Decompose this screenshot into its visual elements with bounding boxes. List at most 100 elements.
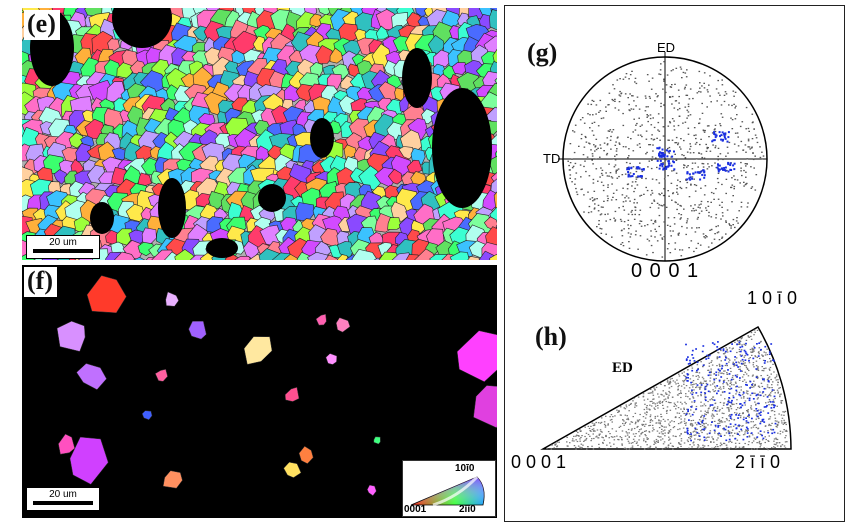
ipf-point xyxy=(691,446,693,448)
ipf-point xyxy=(668,402,671,404)
ipf-point xyxy=(631,447,634,449)
ipf-point-highlight xyxy=(698,423,701,425)
ipf-point xyxy=(643,408,646,411)
ipf-point xyxy=(707,424,709,426)
pole-point-highlight xyxy=(658,167,661,170)
pole-point-highlight xyxy=(715,134,718,137)
ipf-point xyxy=(773,401,775,403)
pole-point xyxy=(633,118,635,120)
ipf-point xyxy=(733,419,735,421)
ipf-point-highlight xyxy=(713,343,716,346)
ipf-point xyxy=(661,401,664,403)
pole-point xyxy=(695,184,698,187)
ipf-point xyxy=(731,403,733,406)
ipf-point xyxy=(713,415,715,417)
inverse-pole-figure-h: ED xyxy=(540,325,792,451)
ipf-point xyxy=(772,363,774,365)
ipf-point xyxy=(699,387,701,389)
pole-point xyxy=(689,145,692,148)
ipf-point xyxy=(724,352,726,354)
ipf-point xyxy=(584,426,586,428)
ipf-point xyxy=(777,422,780,424)
pole-point xyxy=(649,144,652,146)
pole-point xyxy=(705,150,708,152)
ipf-point xyxy=(610,436,613,438)
ipf-point xyxy=(613,443,615,445)
ipf-point xyxy=(767,401,770,403)
ipf-point-highlight xyxy=(745,383,747,386)
pole-point xyxy=(579,119,582,121)
pole-point xyxy=(613,88,616,90)
ipf-point xyxy=(661,433,664,435)
pole-point xyxy=(569,174,572,176)
pole-point xyxy=(655,230,658,233)
grain xyxy=(315,313,327,326)
pole-point xyxy=(688,98,691,100)
ipf-point xyxy=(701,376,704,378)
pole-point xyxy=(585,141,588,143)
pole-point-highlight xyxy=(699,178,702,181)
pole-point xyxy=(732,195,734,197)
pole-point xyxy=(685,178,687,180)
pole-point xyxy=(698,122,701,124)
pole-point xyxy=(662,88,664,90)
ipf-point xyxy=(742,363,745,365)
pole-point xyxy=(659,69,662,71)
ipf-point xyxy=(692,431,695,433)
pole-point xyxy=(736,217,738,219)
pole-point xyxy=(650,88,653,90)
ipf-point xyxy=(617,411,619,413)
ipf-point xyxy=(709,380,711,382)
ipf-point xyxy=(579,438,581,440)
ipf-point xyxy=(628,436,630,438)
ipf-point xyxy=(735,403,738,405)
pole-point xyxy=(610,135,612,138)
ipf-point xyxy=(765,402,767,404)
ipf-point-highlight xyxy=(691,393,694,396)
ipf-point xyxy=(691,367,694,369)
ipf-point xyxy=(663,441,666,443)
ipf-point xyxy=(596,429,599,431)
pole-point xyxy=(737,136,739,138)
ipf-point xyxy=(579,440,581,442)
ipf-point xyxy=(589,435,591,437)
pole-point xyxy=(706,236,708,238)
pole-point xyxy=(695,141,698,144)
pole-point xyxy=(709,95,711,97)
ipf-point xyxy=(638,435,641,437)
pole-point xyxy=(650,167,653,170)
pole-point xyxy=(745,128,747,130)
ipf-point-highlight xyxy=(720,376,723,378)
ipf-point xyxy=(651,400,653,402)
ipf-point xyxy=(738,425,740,428)
ipf-point xyxy=(742,380,744,382)
ipf-point xyxy=(720,349,722,352)
pole-point xyxy=(740,161,742,164)
pole-point xyxy=(669,96,671,98)
ipf-point xyxy=(728,409,730,411)
pole-point-highlight xyxy=(671,155,674,158)
ipf-point-highlight xyxy=(768,351,771,353)
pole-point xyxy=(761,151,763,153)
ipf-point xyxy=(766,374,769,376)
pole-point-highlight xyxy=(670,164,673,167)
grain xyxy=(329,47,344,64)
ipf-point xyxy=(701,424,704,427)
ipf-point xyxy=(610,445,612,447)
ipf-point xyxy=(643,438,645,440)
pole-point-highlight xyxy=(658,154,660,157)
ipf-point xyxy=(683,420,686,422)
pole-point xyxy=(638,117,640,119)
ipf-point-highlight xyxy=(755,408,758,410)
ipf-point xyxy=(665,392,667,394)
pole-point xyxy=(653,138,656,140)
panel-label-g: (g) xyxy=(527,38,558,67)
ipf-point xyxy=(654,408,656,410)
ipf-point xyxy=(632,400,634,402)
pole-point xyxy=(677,124,680,127)
ipf-point xyxy=(617,438,619,441)
ipf-point xyxy=(622,422,624,425)
ipf-point xyxy=(663,385,666,387)
ipf-point xyxy=(637,396,640,398)
ipf-point-highlight xyxy=(719,348,722,350)
